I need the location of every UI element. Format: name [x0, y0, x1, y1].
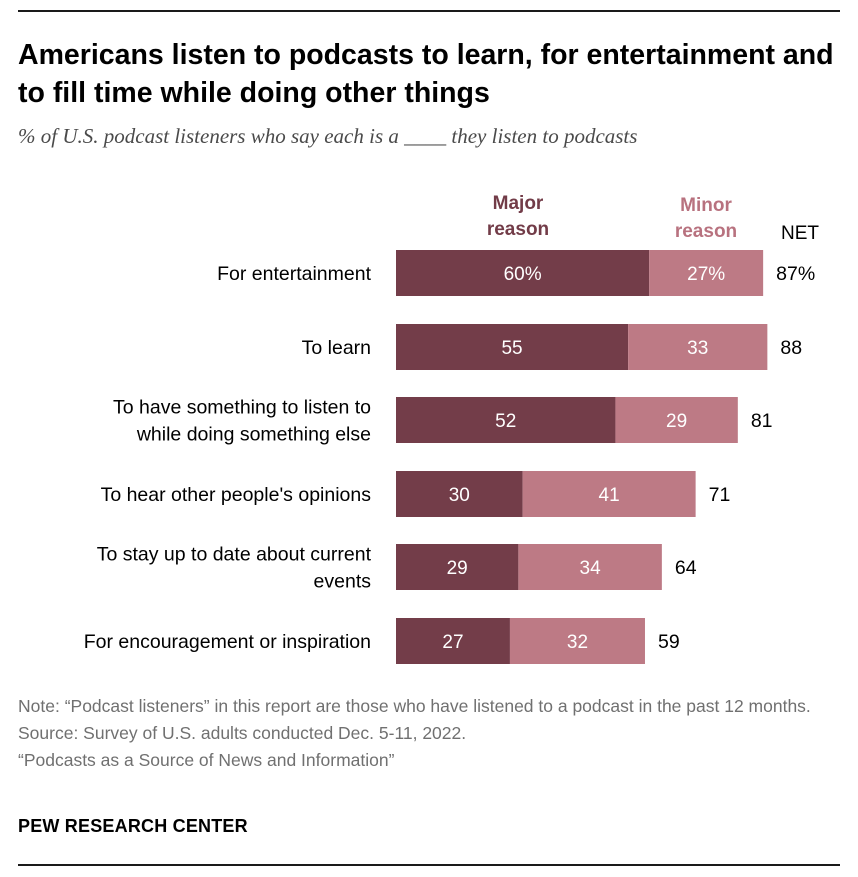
- bar-minor-5: [509, 618, 645, 664]
- bar-major-5: [396, 618, 510, 664]
- net-value-label-5: 59: [658, 631, 680, 653]
- category-label-3: To hear other people's opinions: [101, 484, 372, 506]
- net-value-label-3: 71: [709, 484, 731, 506]
- bar-minor-label-1: 33: [687, 338, 708, 359]
- bar-major-label-3: 30: [449, 485, 470, 506]
- major-reason-header: Major reason: [458, 191, 578, 243]
- category-label-1: To learn: [302, 337, 371, 359]
- bar-minor-label-2: 29: [666, 411, 687, 432]
- bar-minor-label-4: 34: [580, 558, 602, 579]
- bar-minor-1: [628, 324, 768, 370]
- net-header: NET: [781, 223, 819, 244]
- net-value-label-0: 87%: [776, 263, 815, 285]
- bar-major-0: [396, 250, 650, 296]
- category-label-5: For encouragement or inspiration: [84, 631, 371, 653]
- bar-minor-2: [615, 397, 738, 443]
- bar-minor-4: [518, 544, 662, 590]
- bar-major-2: [396, 397, 616, 443]
- major-reason-header-text: Major reason: [486, 193, 550, 240]
- minor-reason-header: Minor reason: [646, 193, 766, 245]
- net-value-label-2: 81: [751, 410, 773, 432]
- category-label-4: To stay up to date about current events: [97, 544, 372, 593]
- bar-minor-3: [522, 471, 696, 517]
- source-text: Source: Survey of U.S. adults conducted …: [18, 723, 467, 743]
- stacked-bar-chart: 60% 27% 87% For entertainment 55 33 88 To learn…: [84, 250, 815, 664]
- net-value-label-1: 88: [780, 337, 802, 359]
- report-title-text: “Podcasts as a Source of News and Inform…: [18, 750, 395, 770]
- bottom-rule: [18, 864, 840, 866]
- bar-minor-label-0: 27%: [687, 264, 725, 285]
- pew-research-logo-text: PEW RESEARCH CENTER: [18, 816, 248, 836]
- minor-reason-header-text: Minor reason: [674, 195, 738, 242]
- chart-title: Americans listen to podcasts to learn, f…: [18, 39, 834, 109]
- bar-major-4: [396, 544, 519, 590]
- bar-major-label-0: 60%: [504, 264, 542, 285]
- bar-major-label-4: 29: [447, 558, 468, 579]
- bar-major-label-2: 52: [495, 411, 516, 432]
- net-value-label-4: 64: [675, 557, 697, 579]
- notes-block: Note: “Podcast listeners” in this report…: [18, 693, 848, 774]
- bar-major-label-1: 55: [501, 338, 522, 359]
- bar-minor-label-5: 32: [567, 632, 588, 653]
- category-label-0: For entertainment: [217, 263, 371, 285]
- bar-minor-0: [649, 250, 764, 296]
- note-text: Note: “Podcast listeners” in this report…: [18, 696, 811, 716]
- bar-major-label-5: 27: [442, 632, 463, 653]
- bar-minor-label-3: 41: [599, 485, 620, 506]
- chart-subtitle: % of U.S. podcast listeners who say each…: [18, 124, 638, 148]
- category-label-2: To have something to listen to while doin…: [113, 397, 371, 446]
- bar-major-1: [396, 324, 629, 370]
- top-rule: [18, 10, 840, 12]
- bar-major-3: [396, 471, 523, 517]
